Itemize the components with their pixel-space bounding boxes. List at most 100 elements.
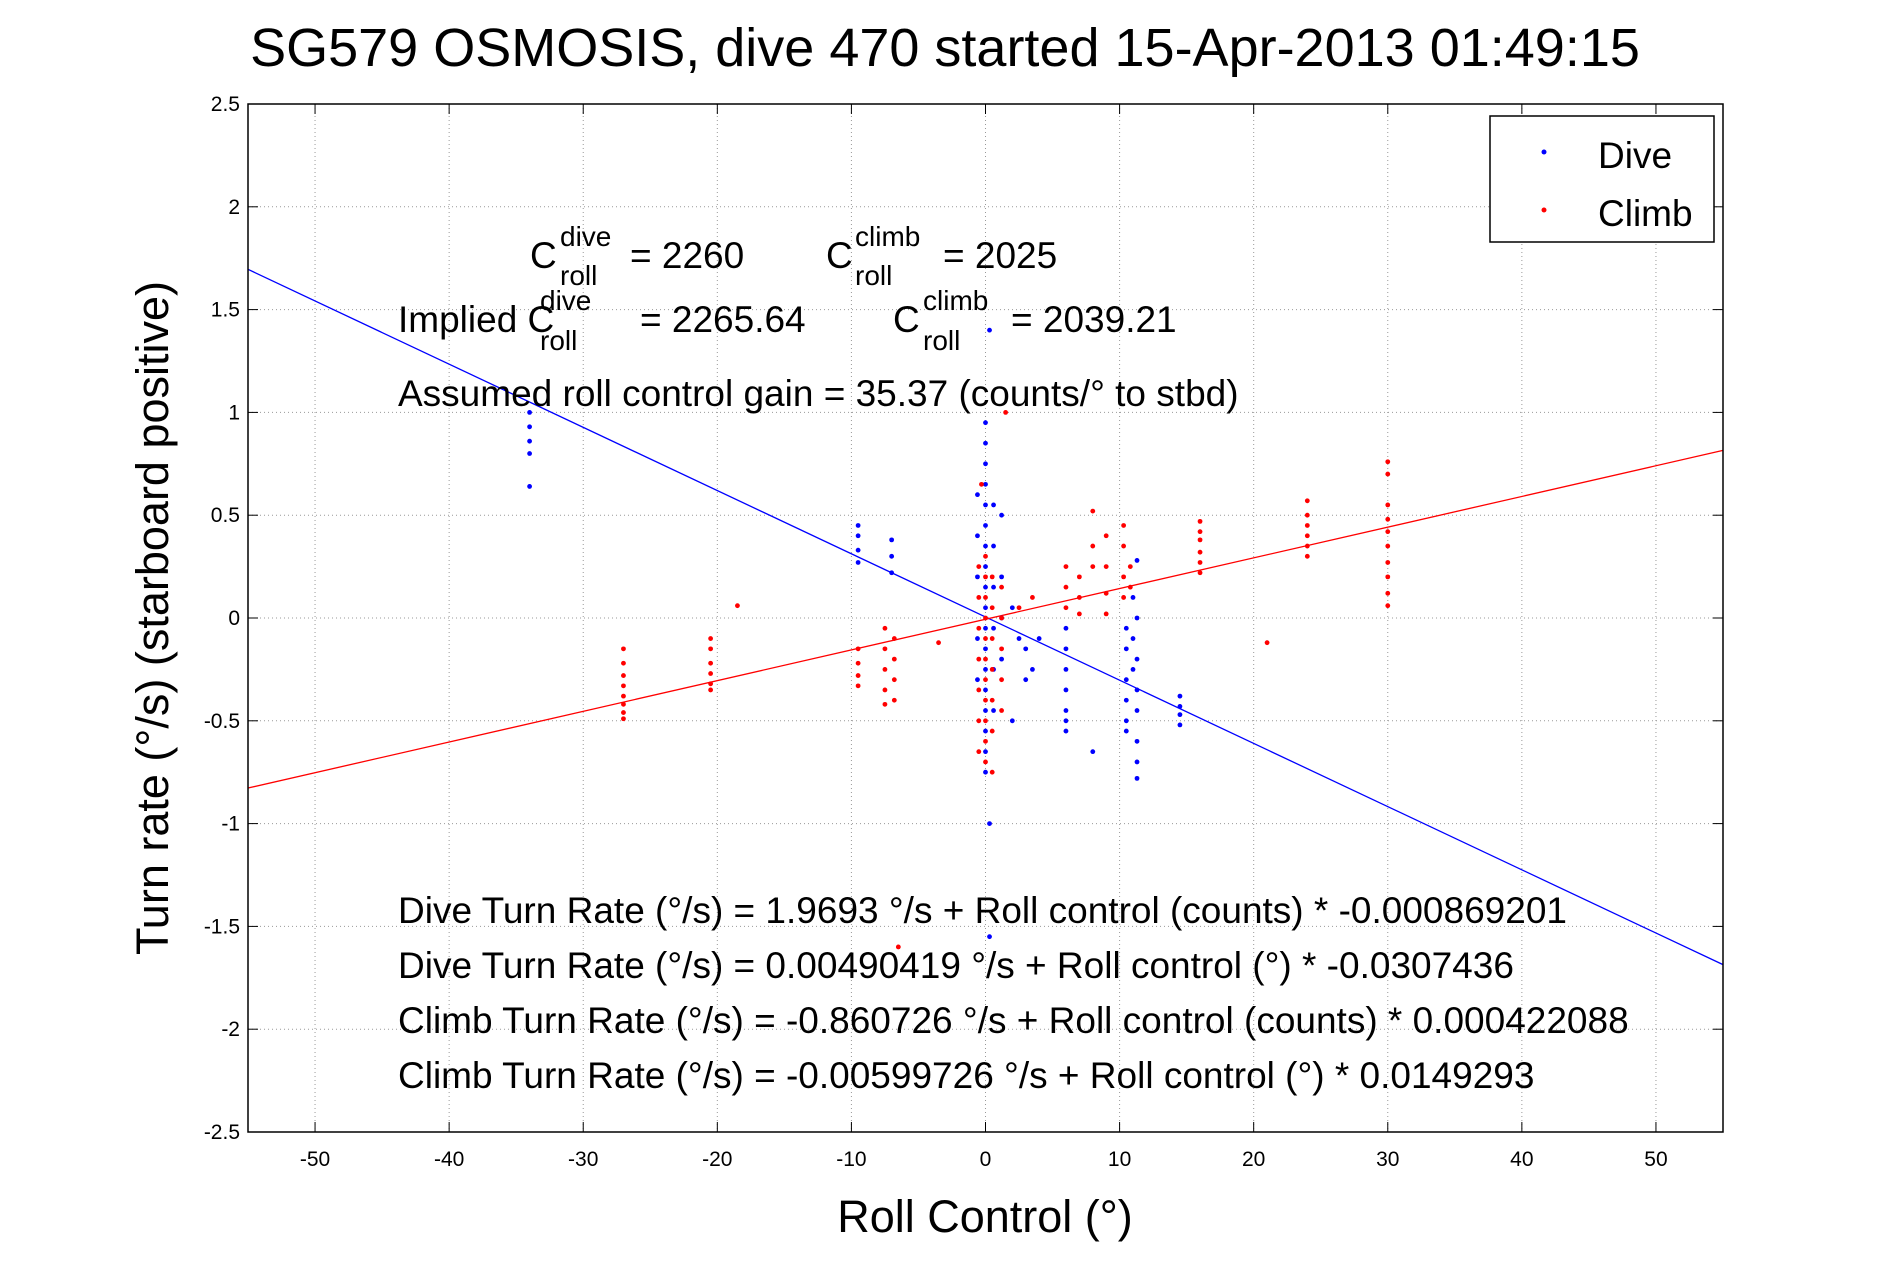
implied-climb-sub: roll	[923, 325, 960, 356]
x-tick-label: -40	[434, 1148, 464, 1171]
climb-point	[976, 595, 982, 600]
dive-point	[1063, 718, 1069, 724]
x-tick-label: 0	[980, 1148, 992, 1171]
legend-box	[1489, 115, 1715, 243]
dive-point	[1123, 728, 1129, 734]
dive-point	[1023, 677, 1029, 683]
dive-point	[1123, 646, 1129, 652]
implied-climb-prefix: C	[893, 299, 920, 340]
climb-point	[1090, 564, 1096, 569]
dive-point	[1134, 656, 1140, 662]
climb-point	[976, 718, 982, 724]
climb-point	[1385, 560, 1391, 565]
x-tick-label: 50	[1644, 1148, 1667, 1171]
dive-point	[987, 327, 992, 333]
climb-point	[1304, 553, 1310, 559]
x-tick-label: 20	[1242, 1148, 1265, 1171]
climb-point	[708, 681, 714, 687]
dive-point	[975, 677, 980, 683]
dive-point	[1134, 615, 1140, 621]
x-tick-label: -30	[568, 1148, 598, 1171]
climb-point	[1304, 512, 1310, 518]
climb-point	[882, 667, 888, 672]
climb-point	[1197, 537, 1203, 543]
climb-point	[891, 677, 897, 683]
climb-point	[1385, 603, 1391, 609]
climb-point	[983, 738, 988, 744]
y-tick-label: -2.5	[204, 1121, 240, 1144]
climb-point	[708, 687, 714, 693]
dive-point	[983, 584, 988, 590]
climb-point	[1127, 564, 1133, 569]
x-axis-ticks: -50 -40 -30 -20 -10 0 10 20 30 40 50	[300, 104, 1668, 1171]
climb-point	[999, 677, 1004, 683]
dive-point	[1063, 708, 1069, 713]
dive-degrees-equation: Dive Turn Rate (°/s) = 0.00490419 °/s + …	[398, 945, 1514, 986]
dive-point	[1130, 595, 1136, 600]
legend: Dive Climb	[1489, 115, 1715, 243]
y-tick-label: 1.5	[211, 299, 240, 322]
climb-point	[1121, 543, 1127, 549]
dive-point	[527, 424, 532, 430]
dive-point	[1016, 636, 1022, 641]
dive-point	[987, 821, 992, 826]
chart-title: SG579 OSMOSIS, dive 470 started 15-Apr-2…	[250, 18, 1640, 78]
climb-point	[1121, 574, 1127, 580]
climb-point	[1385, 471, 1391, 477]
dive-point	[983, 625, 988, 631]
implied-climb-annotation: C climb roll = 2039.21	[893, 285, 1177, 356]
climb-point	[983, 615, 988, 621]
dive-point	[855, 523, 861, 528]
climb-point	[621, 660, 626, 666]
y-tick-label: -0.5	[204, 710, 240, 733]
dive-point	[1177, 704, 1183, 709]
climb-point	[983, 759, 988, 765]
legend-dive-label: Dive	[1598, 135, 1672, 176]
climb-degrees-equation: Climb Turn Rate (°/s) = -0.00599726 °/s …	[398, 1055, 1534, 1096]
dive-point	[983, 543, 988, 549]
climb-point	[882, 701, 888, 707]
dive-point	[1130, 667, 1136, 672]
implied-climb-value: = 2039.21	[1011, 299, 1177, 340]
dive-point	[975, 574, 980, 580]
climb-point	[1385, 502, 1391, 508]
dive-point	[999, 512, 1004, 518]
climb-point	[989, 605, 995, 611]
dive-point	[983, 769, 988, 775]
y-tick-label: 1	[228, 401, 240, 424]
c-roll-climb-prefix: C	[826, 235, 853, 276]
dive-point	[991, 625, 996, 631]
climb-point	[989, 697, 995, 703]
climb-point	[708, 646, 714, 652]
climb-point	[1103, 590, 1109, 596]
dive-point	[991, 584, 996, 590]
dive-point	[527, 410, 532, 415]
dive-point	[983, 481, 988, 487]
dive-point	[1123, 625, 1129, 631]
y-tick-label: 2.5	[211, 93, 240, 116]
dive-point	[1063, 687, 1069, 693]
climb-point	[1385, 529, 1391, 535]
climb-point	[983, 574, 988, 580]
climb-point	[976, 749, 982, 755]
dive-point	[991, 543, 996, 549]
climb-point	[1103, 564, 1109, 569]
implied-dive-value: = 2265.64	[640, 299, 806, 340]
grid-lines	[248, 103, 1723, 1133]
dive-point	[1134, 759, 1140, 765]
climb-point	[976, 564, 982, 569]
dive-point	[1063, 625, 1069, 631]
climb-point	[708, 671, 714, 676]
climb-point	[882, 687, 888, 693]
x-tick-label: 40	[1510, 1148, 1533, 1171]
dive-point	[855, 560, 861, 565]
climb-point	[999, 584, 1004, 590]
climb-point	[989, 769, 995, 775]
x-axis-label: Roll Control (°)	[837, 1191, 1133, 1242]
c-roll-dive-sub: roll	[560, 260, 597, 291]
dive-point	[983, 646, 988, 652]
implied-dive-prefix: Implied C	[398, 299, 554, 340]
climb-point	[999, 708, 1004, 713]
climb-point	[855, 646, 861, 652]
y-axis-label: Turn rate (°/s) (starboard positive)	[127, 281, 178, 955]
